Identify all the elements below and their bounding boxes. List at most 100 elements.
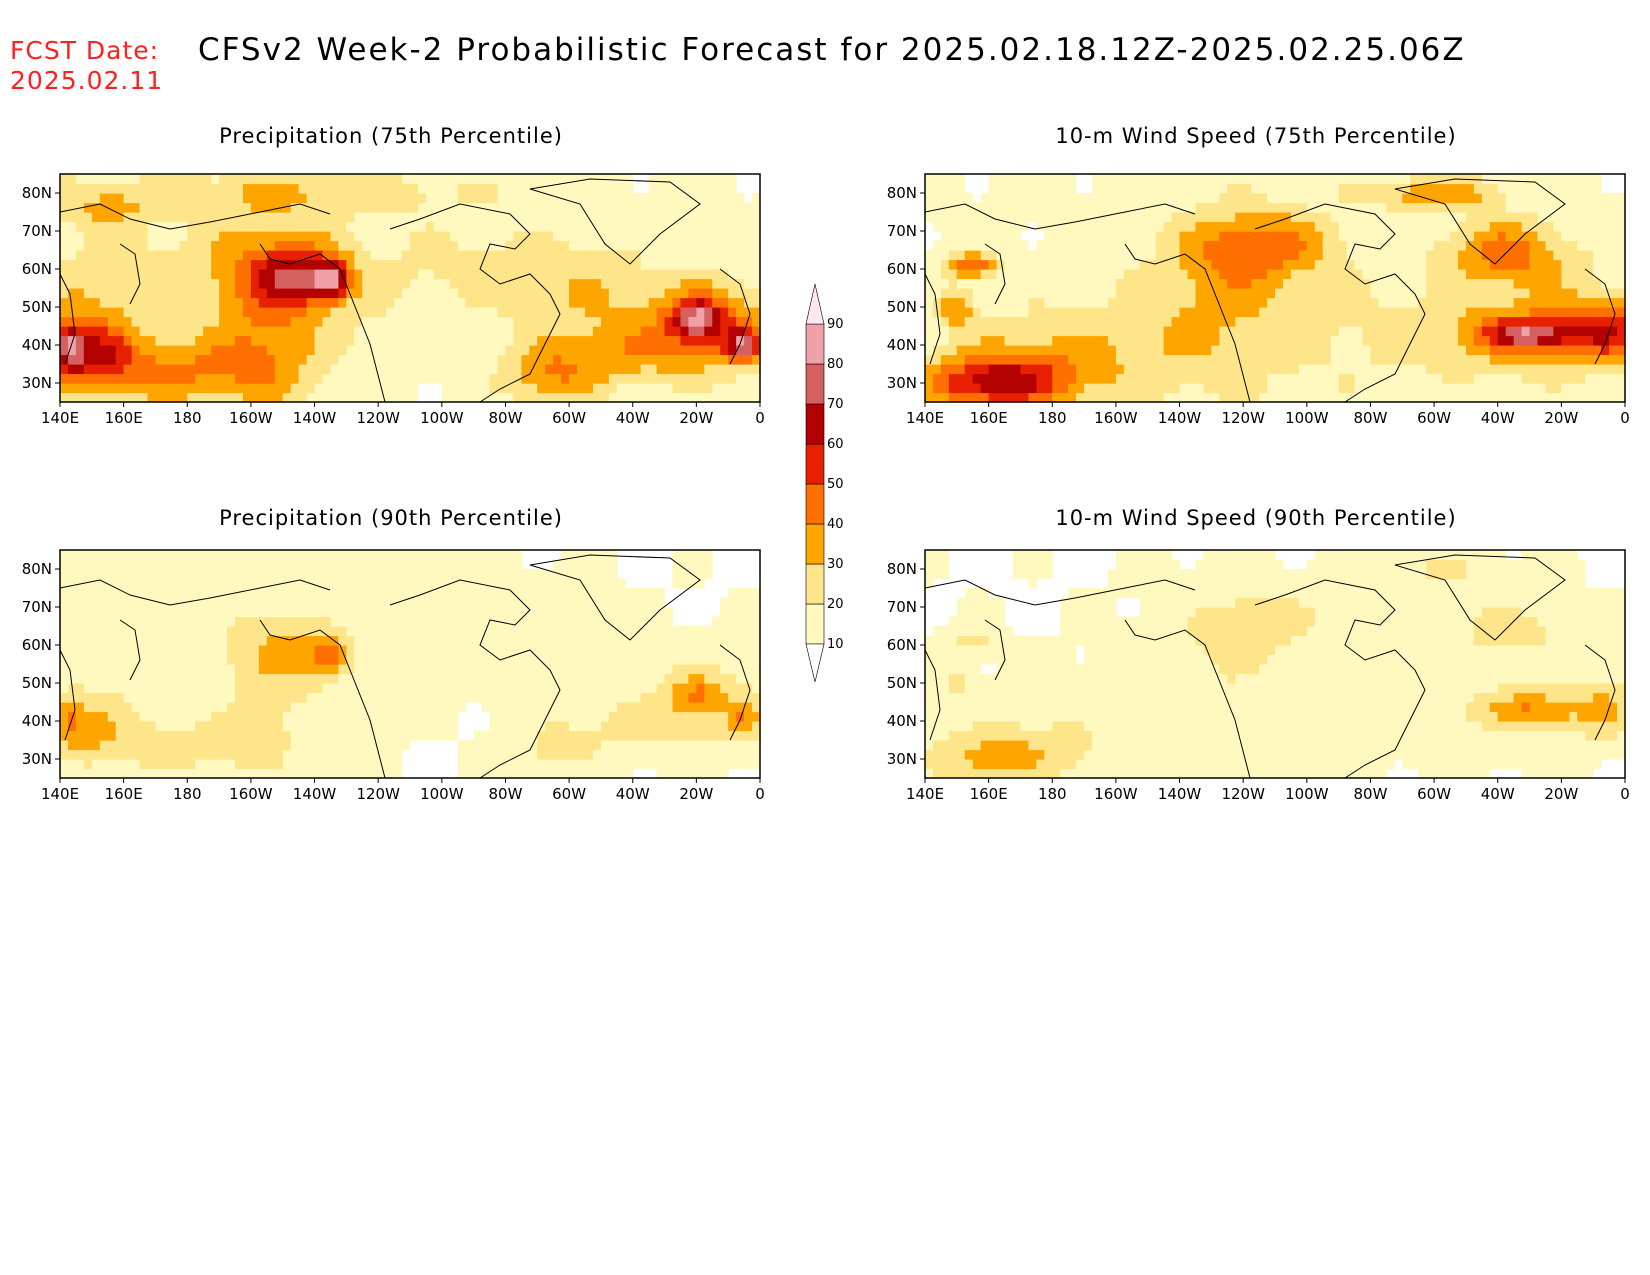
shaded-cell — [1092, 259, 1101, 270]
shaded-cell — [1267, 221, 1276, 232]
shaded-cell — [1235, 212, 1244, 223]
shaded-cell — [632, 278, 642, 289]
shaded-cell — [696, 364, 705, 375]
shaded-cell — [656, 392, 666, 403]
shaded-cell — [1107, 269, 1117, 280]
shaded-cell — [266, 307, 276, 318]
shaded-cell — [179, 212, 188, 223]
shaded-cell — [1481, 259, 1491, 270]
shaded-cell — [163, 364, 172, 375]
shaded-cell — [425, 269, 435, 280]
shaded-cell — [402, 373, 411, 384]
coastline — [529, 178, 701, 265]
shaded-cell — [616, 250, 626, 261]
shaded-cell — [1402, 354, 1411, 365]
shaded-cell — [1243, 354, 1252, 365]
shaded-cell — [314, 278, 324, 289]
shaded-cell — [948, 316, 958, 327]
shaded-cell — [980, 212, 990, 223]
shaded-cell — [107, 626, 117, 637]
shaded-cell — [577, 297, 586, 308]
shaded-cell — [227, 345, 236, 356]
shaded-cell — [1060, 373, 1069, 384]
shaded-cell — [1275, 278, 1284, 289]
shaded-cell — [330, 269, 339, 280]
shaded-cell — [147, 616, 157, 627]
shaded-cell — [195, 749, 204, 760]
shaded-cell — [1338, 231, 1348, 242]
shaded-cell — [1243, 202, 1252, 213]
shaded-cell — [1450, 231, 1459, 242]
shaded-cell — [290, 326, 300, 337]
shaded-cell — [219, 326, 228, 337]
shaded-cell — [250, 307, 260, 318]
shaded-cell — [187, 316, 196, 327]
shaded-cell — [1609, 345, 1618, 356]
shaded-cell — [1235, 278, 1244, 289]
shaded-cell — [1545, 373, 1554, 384]
shaded-cell — [115, 711, 125, 722]
shaded-cell — [75, 345, 85, 356]
shaded-cell — [1251, 231, 1260, 242]
shaded-cell — [569, 174, 578, 185]
shaded-cell — [505, 335, 514, 346]
shaded-cell — [1131, 316, 1141, 327]
shaded-cell — [1402, 231, 1411, 242]
shaded-cell — [624, 392, 634, 403]
shaded-cell — [362, 335, 371, 346]
shaded-cell — [1052, 202, 1061, 213]
shaded-cell — [1402, 297, 1411, 308]
shaded-cell — [91, 364, 101, 375]
shaded-cell — [203, 626, 212, 637]
shaded-cell — [67, 316, 77, 327]
shaded-cell — [402, 288, 411, 299]
shaded-cell — [1298, 278, 1308, 289]
shaded-cell — [378, 202, 387, 213]
shaded-cell — [1163, 307, 1173, 318]
shaded-cell — [107, 673, 117, 684]
shaded-cell — [569, 297, 578, 308]
forecast-date-value: 2025.02.11 — [10, 66, 164, 95]
shaded-cell — [1171, 240, 1181, 251]
shaded-cell — [481, 316, 491, 327]
shaded-cell — [107, 645, 117, 656]
shaded-cell — [219, 174, 228, 185]
shaded-cell — [1434, 231, 1443, 242]
shaded-cell — [346, 250, 355, 261]
shaded-cell — [1497, 221, 1507, 232]
shaded-cell — [1442, 335, 1451, 346]
shaded-cell — [465, 221, 475, 232]
shaded-cell — [1179, 354, 1189, 365]
shaded-cell — [1084, 364, 1093, 375]
shaded-cell — [1060, 231, 1069, 242]
shaded-cell — [585, 240, 594, 251]
shaded-cell — [211, 588, 220, 599]
shaded-cell — [624, 221, 634, 232]
shaded-cell — [1346, 307, 1356, 318]
shaded-cell — [195, 740, 204, 751]
shaded-cell — [211, 711, 220, 722]
shaded-cell — [948, 231, 958, 242]
shaded-cell — [457, 212, 467, 223]
shaded-cell — [1243, 297, 1252, 308]
shaded-cell — [171, 711, 180, 722]
shaded-cell — [258, 578, 268, 589]
shaded-cell — [744, 335, 753, 346]
shaded-cell — [394, 307, 403, 318]
shaded-cell — [402, 221, 411, 232]
shaded-cell — [131, 559, 141, 570]
shaded-cell — [1195, 240, 1204, 251]
shaded-cell — [996, 326, 1006, 337]
shaded-cell — [282, 202, 292, 213]
shaded-cell — [1338, 278, 1348, 289]
shaded-cell — [513, 221, 522, 232]
shaded-cell — [425, 183, 435, 194]
shaded-cell — [1084, 288, 1093, 299]
shaded-cell — [988, 212, 998, 223]
shaded-cell — [1529, 212, 1539, 223]
shaded-cell — [1601, 221, 1610, 232]
shaded-cell — [529, 316, 538, 327]
shaded-cell — [1410, 316, 1419, 327]
shaded-cell — [1163, 174, 1173, 185]
shaded-cell — [728, 259, 737, 270]
